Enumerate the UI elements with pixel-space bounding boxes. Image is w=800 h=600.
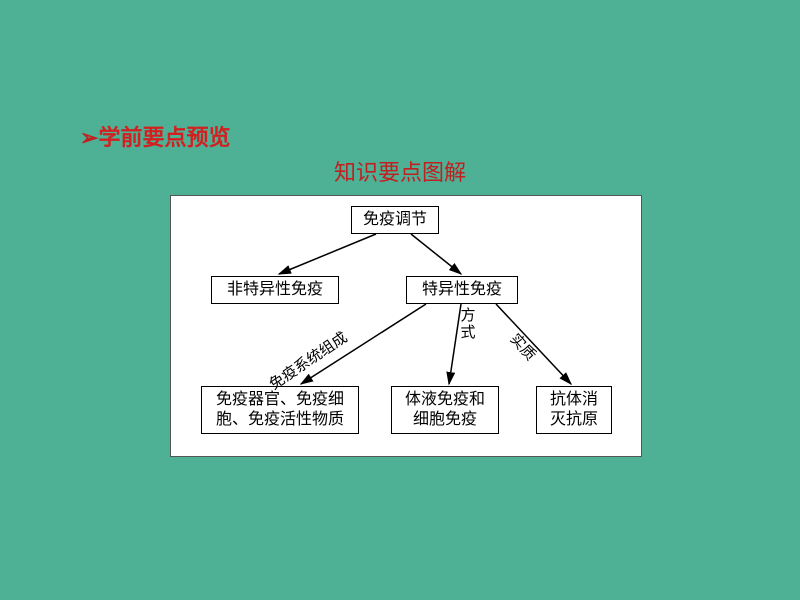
node-root: 免疫调节 <box>351 206 439 234</box>
node-humoral-cellular: 体液免疫和细胞免疫 <box>391 386 499 434</box>
bullet-text: 学前要点预览 <box>98 125 230 150</box>
bullet-marker-icon: ➢ <box>80 125 98 150</box>
edge-label-mode: 方式 <box>459 307 474 341</box>
node-nonspecific-immunity: 非特异性免疫 <box>211 276 339 304</box>
diagram-frame: 免疫调节 非特异性免疫 特异性免疫 免疫器官、免疫细胞、免疫活性物质 体液免疫和… <box>170 195 642 457</box>
node-specific-immunity: 特异性免疫 <box>406 276 518 304</box>
node-immune-components: 免疫器官、免疫细胞、免疫活性物质 <box>201 386 359 434</box>
subtitle: 知识要点图解 <box>0 155 800 187</box>
bullet-heading: ➢学前要点预览 <box>80 120 230 152</box>
slide: ➢学前要点预览 知识要点图解 免疫调节 非特异性免疫 特异性免疫 免疫器官、免疫… <box>0 0 800 600</box>
node-antibody-antigen: 抗体消灭抗原 <box>536 386 612 434</box>
